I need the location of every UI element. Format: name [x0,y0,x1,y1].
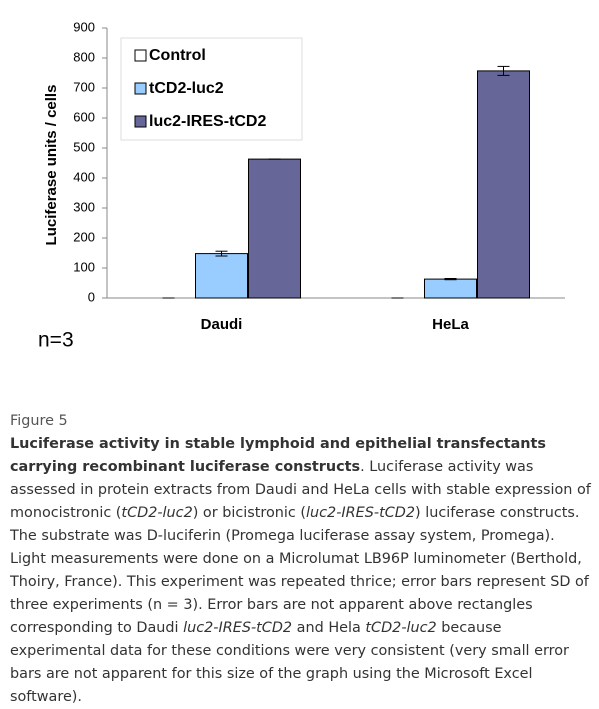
caption-part: ) luciferase constructs. The substrate w… [10,505,589,636]
y-tick-label: 900 [73,19,95,34]
figure-label: Figure 5 [10,413,68,429]
x-tick-label: Daudi [201,316,243,333]
caption: Figure 5 Luciferase activity in stable l… [10,410,595,709]
caption-part: tCD2-luc2 [121,505,193,521]
caption-part: luc2-IRES-tCD2 [306,505,416,521]
annotation: n=3 [38,329,74,352]
y-tick-label: 200 [73,229,95,244]
legend-swatch [134,82,147,95]
legend-label: Control [149,47,206,64]
error-bar [444,278,457,281]
error-bar [215,250,228,257]
error-bar [497,65,510,76]
x-tick-label: HeLa [432,316,469,333]
bar [477,70,530,299]
caption-text: Luciferase activity in stable lymphoid a… [10,433,595,709]
bar [248,158,301,299]
y-tick-label: 800 [73,49,95,64]
y-tick-label: 500 [73,139,95,154]
y-tick-label: 100 [73,259,95,274]
legend-box [120,37,303,141]
caption-part: Luciferase activity in stable lymphoid a… [10,436,547,475]
bar [424,278,477,299]
legend-label: tCD2-luc2 [149,80,224,97]
legend-swatch [134,115,147,128]
legend-label: luc2-IRES-tCD2 [149,113,266,130]
y-tick-label: 300 [73,199,95,214]
caption-part: . Luciferase activity was assessed in pr… [10,459,591,521]
bar [195,253,248,299]
y-tick-label: 600 [73,109,95,124]
y-axis-label: Luciferase units / cells [43,85,60,246]
caption-part: ) or bicistronic ( [192,505,307,521]
y-tick-label: 0 [88,289,95,304]
chart: Luciferase units / cells n=3 0 100 200 300 4… [38,19,565,352]
legend-swatch [134,49,147,62]
y-tick-label: 700 [73,79,95,94]
y-tick-label: 400 [73,169,95,184]
caption-part: luc2-IRES-tCD2 [183,620,293,636]
caption-part: tCD2-luc2 [365,620,437,636]
caption-part: and Hela [292,620,366,636]
